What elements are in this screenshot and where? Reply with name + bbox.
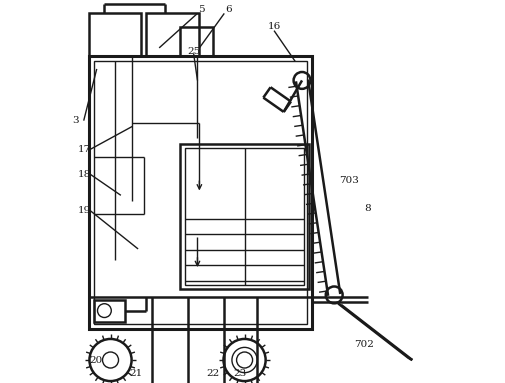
Bar — [180, 144, 308, 289]
Text: 18: 18 — [78, 170, 91, 179]
Text: 16: 16 — [267, 22, 280, 31]
Text: 703: 703 — [338, 175, 358, 185]
Bar — [184, 148, 304, 285]
Text: 8: 8 — [364, 204, 371, 213]
Text: 17: 17 — [78, 145, 91, 154]
Text: 21: 21 — [129, 369, 142, 378]
Bar — [145, 13, 199, 56]
Text: 6: 6 — [224, 5, 231, 14]
Text: 19: 19 — [78, 206, 91, 215]
Text: 23: 23 — [232, 369, 246, 378]
Bar — [89, 13, 140, 56]
Bar — [94, 300, 124, 322]
Text: 22: 22 — [206, 369, 219, 378]
Bar — [180, 27, 213, 56]
Text: 25: 25 — [187, 47, 200, 56]
Text: 702: 702 — [354, 340, 373, 349]
Text: 3: 3 — [73, 116, 79, 125]
Bar — [89, 56, 312, 329]
Text: 5: 5 — [197, 5, 204, 14]
Text: 20: 20 — [89, 355, 103, 365]
Bar — [94, 61, 307, 324]
